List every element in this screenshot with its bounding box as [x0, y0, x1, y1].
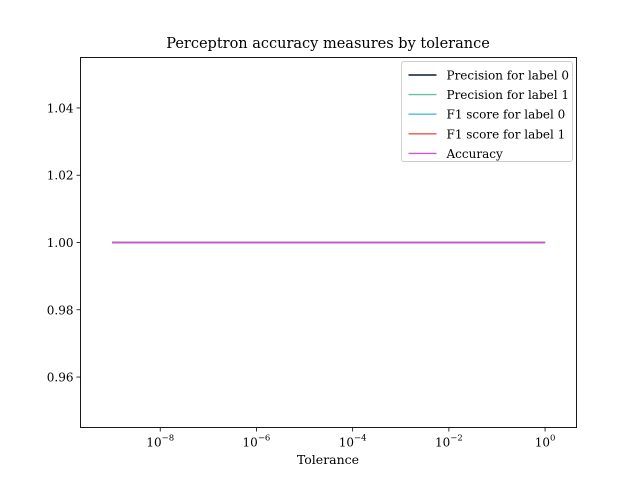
y-tick-label: 1.02	[47, 169, 74, 183]
x-tick-label: 10−2	[435, 434, 463, 450]
x-tick-exponent: −2	[450, 434, 463, 444]
x-tick-base: 10	[339, 436, 354, 450]
x-tick-label: 10−8	[146, 434, 174, 450]
y-tick-label: 1.00	[47, 236, 74, 250]
x-tick-exponent: 0	[550, 434, 555, 444]
legend: Precision for label 0 Precision for label…	[401, 61, 573, 162]
x-tick-label: 100	[535, 434, 556, 450]
x-tick-base: 10	[535, 436, 550, 450]
legend-label: Accuracy	[446, 147, 503, 161]
y-tick-label: 0.98	[47, 303, 74, 317]
x-tick-label: 10−4	[339, 434, 367, 450]
x-tick-exponent: −6	[258, 434, 271, 444]
x-tick-exponent: −4	[354, 434, 367, 444]
legend-label: F1 score for label 1	[447, 127, 566, 141]
y-tick-label: 1.04	[47, 101, 74, 115]
y-axis: 0.96 0.98 1.00 1.02 1.04	[47, 101, 81, 385]
legend-box	[401, 61, 573, 162]
legend-label: Precision for label 1	[447, 88, 570, 102]
x-axis-label: Tolerance	[297, 452, 359, 467]
legend-label: Precision for label 0	[447, 69, 570, 83]
x-axis: 10−8 10−6 10−4 10−2 100	[146, 427, 556, 450]
x-tick-label: 10−6	[243, 434, 271, 450]
x-tick-base: 10	[146, 436, 161, 450]
y-tick-label: 0.96	[47, 371, 74, 385]
chart-title: Perceptron accuracy measures by toleranc…	[166, 36, 490, 52]
x-tick-exponent: −8	[162, 434, 175, 444]
x-tick-base: 10	[243, 436, 258, 450]
x-tick-base: 10	[435, 436, 450, 450]
legend-label: F1 score for label 0	[447, 108, 566, 122]
